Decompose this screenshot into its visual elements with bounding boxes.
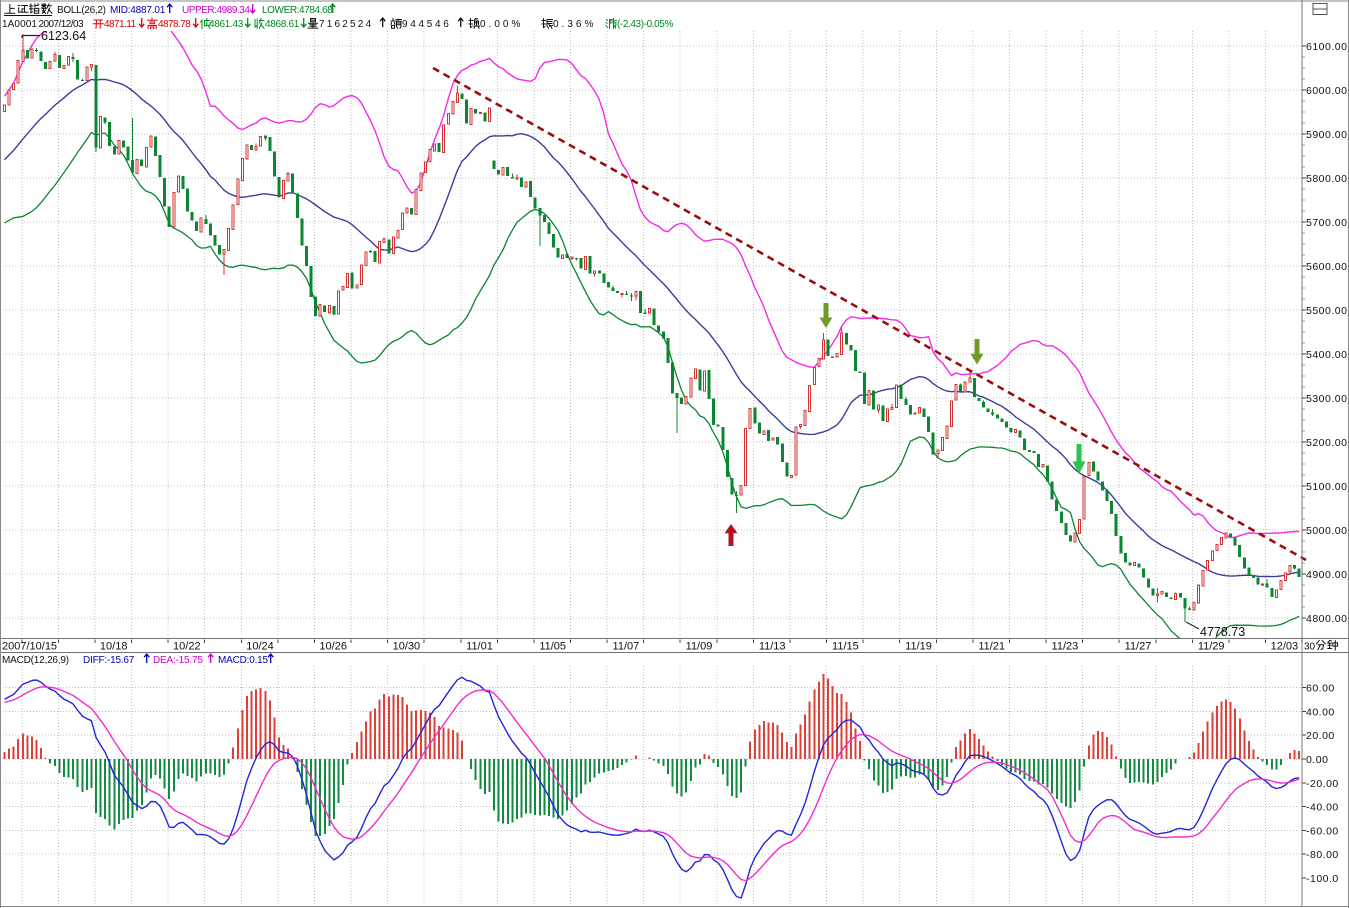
svg-text:5900.00: 5900.00 [1306,129,1347,141]
svg-text:11/07: 11/07 [613,641,640,653]
svg-text:4871.11: 4871.11 [104,19,137,30]
svg-text:5000.00: 5000.00 [1306,525,1347,537]
svg-text:BOLL(26,2): BOLL(26,2) [57,5,106,16]
svg-text:0.00%: 0.00% [480,19,523,30]
svg-text:944546: 944546 [402,19,452,30]
svg-text:11/13: 11/13 [759,641,786,653]
svg-text:10/18: 10/18 [100,641,128,653]
svg-text:1A0001: 1A0001 [2,19,37,30]
svg-text:4861.43: 4861.43 [209,19,244,30]
svg-text:-80.00: -80.00 [1306,849,1339,861]
svg-text:10/22: 10/22 [173,641,201,653]
svg-text:2007/10/15: 2007/10/15 [2,641,57,653]
svg-text:11/23: 11/23 [1052,641,1079,653]
svg-text:5300.00: 5300.00 [1306,393,1347,405]
svg-text:4900.00: 4900.00 [1306,569,1347,581]
svg-text:MACD(12,26,9): MACD(12,26,9) [2,655,69,666]
svg-text:6000.00: 6000.00 [1306,85,1347,97]
svg-text:20.00: 20.00 [1306,730,1335,742]
svg-text:60.00: 60.00 [1306,683,1335,695]
svg-text:11/05: 11/05 [539,641,566,653]
svg-text:40.00: 40.00 [1306,706,1335,718]
svg-text:11/27: 11/27 [1125,641,1152,653]
svg-text:11/19: 11/19 [905,641,932,653]
svg-text:7162524: 7162524 [319,19,373,30]
svg-text:5500.00: 5500.00 [1306,305,1347,317]
svg-text:11/21: 11/21 [978,641,1005,653]
svg-text:10/26: 10/26 [319,641,347,653]
svg-text:11/09: 11/09 [686,641,713,653]
svg-text:MACD:0.15: MACD:0.15 [218,655,269,666]
svg-text:11/15: 11/15 [832,641,859,653]
svg-text:5700.00: 5700.00 [1306,217,1347,229]
svg-text:2007/12/03: 2007/12/03 [39,19,85,30]
svg-text:-60.00: -60.00 [1306,825,1339,837]
svg-text:11/29: 11/29 [1198,641,1225,653]
svg-text:6123.64: 6123.64 [41,29,86,43]
svg-text:-40.00: -40.00 [1306,802,1339,814]
svg-text:4878.78: 4878.78 [158,19,191,30]
svg-text:5100.00: 5100.00 [1306,481,1347,493]
svg-text:DEA:-15.75: DEA:-15.75 [153,655,203,666]
svg-text:5800.00: 5800.00 [1306,173,1347,185]
svg-text:5600.00: 5600.00 [1306,261,1347,273]
svg-text:10/24: 10/24 [246,641,274,653]
svg-text:4778.73: 4778.73 [1200,625,1245,639]
svg-text:5200.00: 5200.00 [1306,437,1347,449]
svg-text:(-2.43)-0.05%: (-2.43)-0.05% [617,19,673,30]
svg-text:-100.0: -100.0 [1306,873,1339,885]
svg-text:4868.61: 4868.61 [265,19,300,30]
svg-text:30: 30 [1304,642,1316,653]
svg-text:DIFF:-15.67: DIFF:-15.67 [83,655,135,666]
svg-text:6100.00: 6100.00 [1306,41,1347,53]
svg-text:0.00: 0.00 [1306,754,1328,766]
svg-text:0.36%: 0.36% [553,19,596,30]
svg-text:5400.00: 5400.00 [1306,349,1347,361]
svg-text:MID:4887.01: MID:4887.01 [110,5,166,16]
svg-text:10/30: 10/30 [393,641,421,653]
svg-text:12/03: 12/03 [1271,641,1299,653]
svg-text:-20.00: -20.00 [1306,778,1339,790]
svg-text:4800.00: 4800.00 [1306,613,1347,625]
svg-text:UPPER:4989.34: UPPER:4989.34 [182,5,250,16]
svg-text:LOWER:4784.68: LOWER:4784.68 [262,5,333,16]
svg-text:11/01: 11/01 [466,641,493,653]
